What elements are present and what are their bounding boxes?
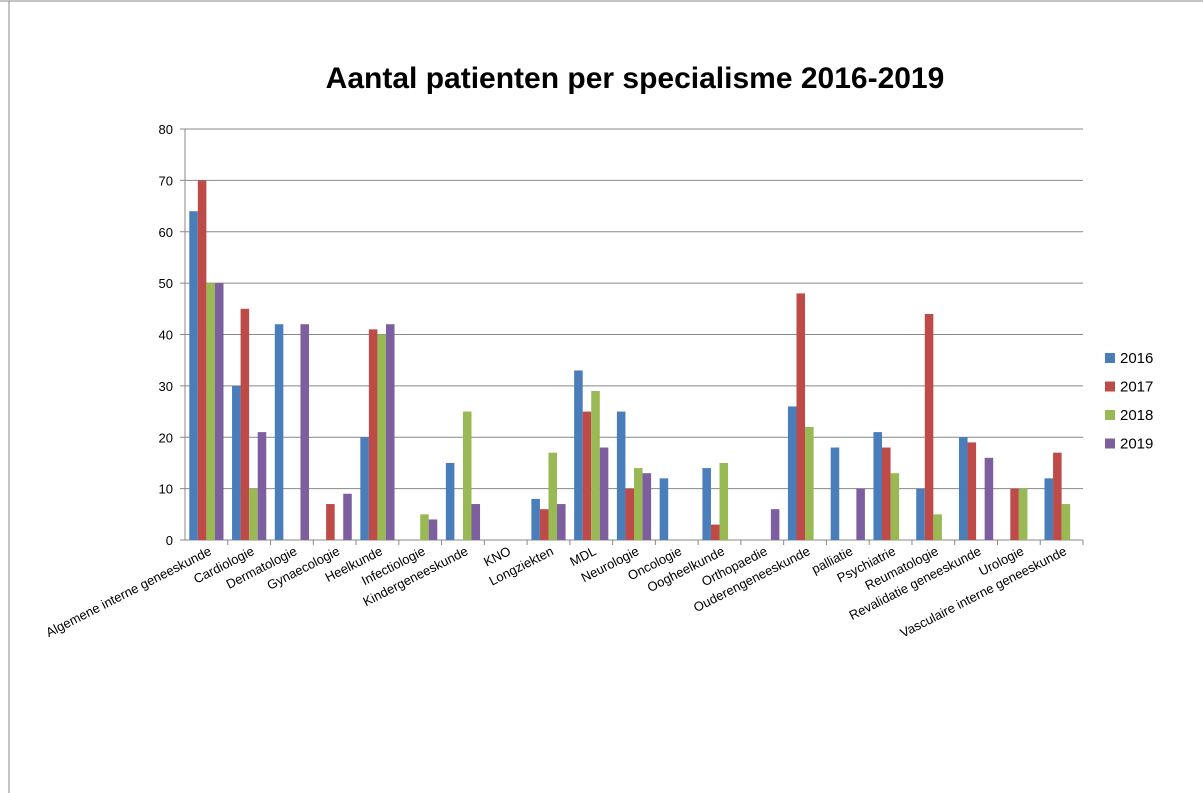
bar bbox=[770, 509, 780, 540]
bar bbox=[582, 411, 592, 540]
bar bbox=[1018, 488, 1028, 540]
bar bbox=[189, 211, 198, 540]
bar bbox=[377, 334, 386, 540]
bar bbox=[924, 313, 934, 540]
bar bbox=[634, 468, 643, 540]
legend-label: 2016 bbox=[1120, 350, 1153, 367]
bar bbox=[616, 411, 626, 540]
bar bbox=[958, 437, 968, 540]
bar bbox=[300, 324, 310, 540]
bar bbox=[1010, 488, 1019, 540]
bar bbox=[805, 426, 814, 540]
bar bbox=[232, 385, 241, 540]
bar bbox=[599, 447, 609, 540]
bar bbox=[702, 468, 711, 540]
bar bbox=[462, 411, 472, 540]
bar bbox=[890, 473, 900, 540]
bar bbox=[916, 488, 925, 540]
legend-label: 2019 bbox=[1120, 436, 1153, 453]
bar bbox=[531, 498, 540, 540]
bar bbox=[1044, 478, 1054, 540]
bar bbox=[574, 370, 583, 540]
y-tick-label: 30 bbox=[159, 379, 173, 394]
legend-swatch bbox=[1105, 353, 1115, 363]
bar bbox=[787, 406, 797, 540]
bar bbox=[984, 457, 994, 540]
bar bbox=[967, 442, 977, 540]
bar bbox=[873, 432, 883, 540]
x-tick-label: Algemene interne geneeskunde bbox=[43, 543, 213, 640]
bar bbox=[548, 452, 558, 540]
legend-swatch bbox=[1105, 381, 1115, 392]
bar bbox=[830, 447, 840, 540]
bar bbox=[719, 462, 729, 540]
bar bbox=[326, 504, 335, 540]
bar bbox=[856, 488, 865, 540]
bar bbox=[240, 308, 250, 540]
bar bbox=[557, 504, 566, 540]
bar bbox=[360, 437, 369, 540]
y-tick-label: 50 bbox=[159, 276, 173, 291]
bar bbox=[591, 391, 600, 540]
bar bbox=[343, 493, 352, 540]
bar bbox=[428, 519, 438, 540]
bar bbox=[710, 524, 720, 540]
bar bbox=[206, 283, 215, 540]
bar bbox=[197, 180, 207, 540]
bar bbox=[1053, 452, 1062, 540]
bar bbox=[642, 473, 652, 540]
bar bbox=[420, 514, 429, 540]
bar bbox=[214, 283, 224, 540]
chart-title: Aantal patienten per specialisme 2016-20… bbox=[326, 62, 945, 95]
bar bbox=[249, 488, 258, 540]
bar bbox=[625, 488, 634, 540]
bar bbox=[659, 478, 669, 540]
legend-label: 2018 bbox=[1120, 407, 1153, 424]
legend-swatch bbox=[1105, 410, 1115, 420]
bar bbox=[882, 447, 891, 540]
y-tick-label: 10 bbox=[159, 482, 173, 497]
y-tick-label: 70 bbox=[159, 173, 173, 188]
legend-label: 2017 bbox=[1120, 379, 1153, 396]
y-tick-label: 20 bbox=[159, 430, 173, 445]
y-tick-label: 60 bbox=[159, 225, 173, 240]
bar bbox=[471, 504, 481, 540]
legend-swatch bbox=[1105, 438, 1115, 449]
bar bbox=[385, 324, 395, 540]
bar bbox=[1061, 504, 1071, 540]
bar bbox=[368, 329, 378, 540]
bar bbox=[445, 462, 455, 540]
y-tick-label: 80 bbox=[159, 122, 173, 137]
bar bbox=[539, 509, 549, 540]
bar bbox=[274, 324, 284, 540]
bar bbox=[933, 514, 942, 540]
bar bbox=[796, 293, 806, 540]
bar bbox=[257, 432, 267, 540]
y-tick-label: 0 bbox=[166, 533, 173, 548]
y-tick-label: 40 bbox=[159, 328, 173, 343]
